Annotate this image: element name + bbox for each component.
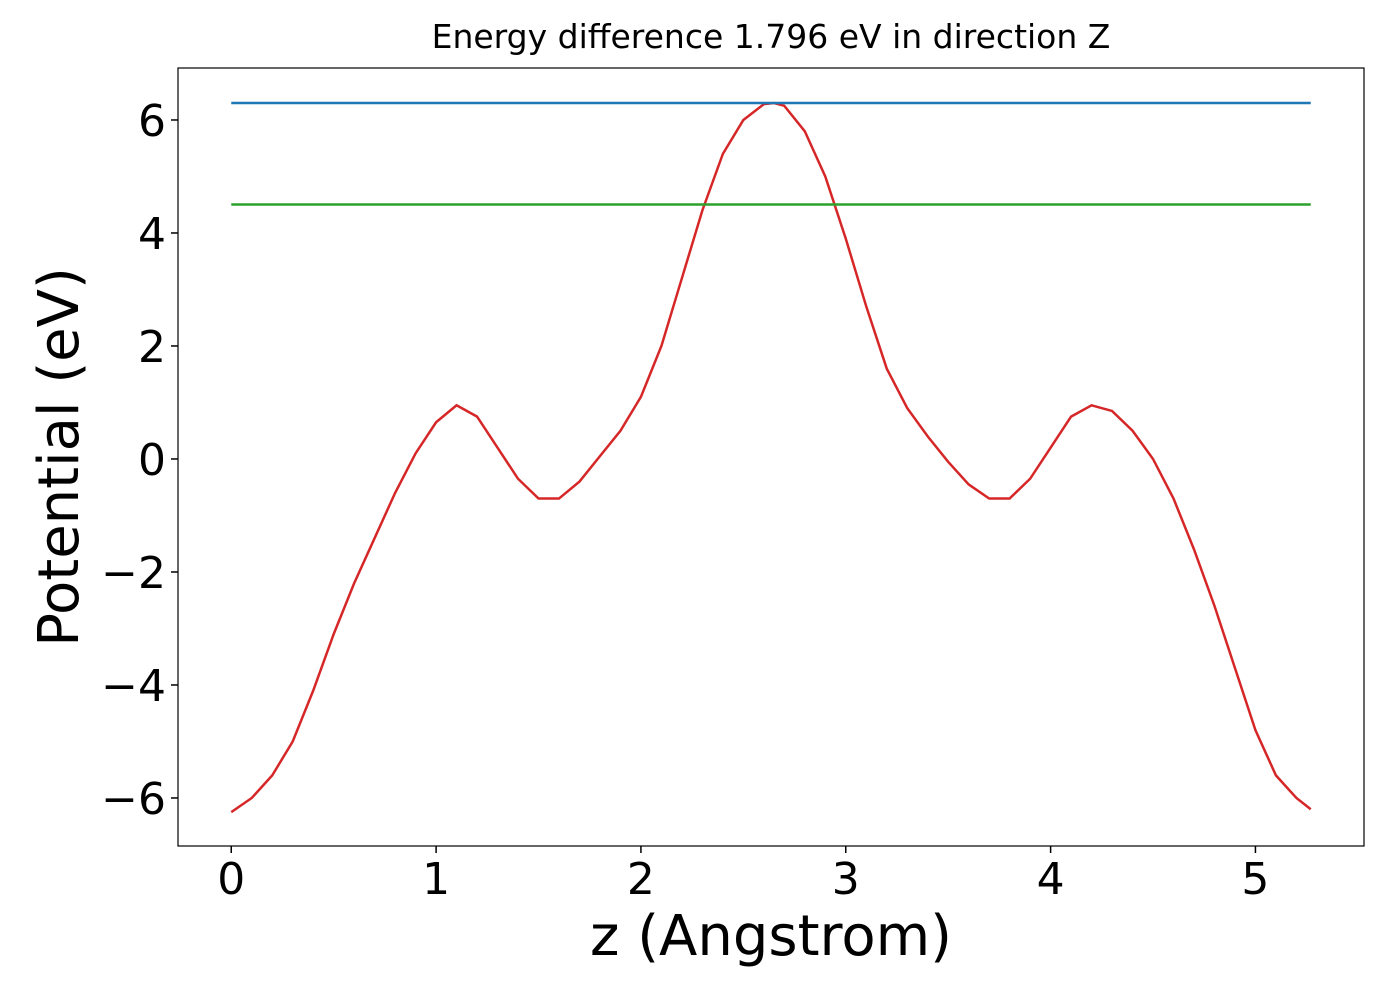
chart-title: Energy difference 1.796 eV in direction … xyxy=(432,17,1111,56)
y-tick-label: 0 xyxy=(138,435,166,486)
plot-frame xyxy=(177,67,1365,847)
x-tick-label: 3 xyxy=(832,854,860,905)
x-tick-label: 2 xyxy=(627,854,655,905)
y-tick-label: 2 xyxy=(138,322,166,373)
y-tick-label: 6 xyxy=(138,96,166,147)
x-tick-label: 1 xyxy=(422,854,450,905)
y-tick-label: 4 xyxy=(138,209,166,260)
x-tick-label: 5 xyxy=(1241,854,1269,905)
x-tick-label: 0 xyxy=(217,854,245,905)
x-axis-label: z (Angstrom) xyxy=(590,904,952,969)
y-tick-label: −2 xyxy=(101,548,166,599)
y-tick-label: −6 xyxy=(101,774,166,825)
y-tick-label: −4 xyxy=(101,661,166,712)
y-axis-label: Potential (eV) xyxy=(27,267,92,647)
x-tick-label: 4 xyxy=(1037,854,1065,905)
line-series xyxy=(230,101,1312,814)
